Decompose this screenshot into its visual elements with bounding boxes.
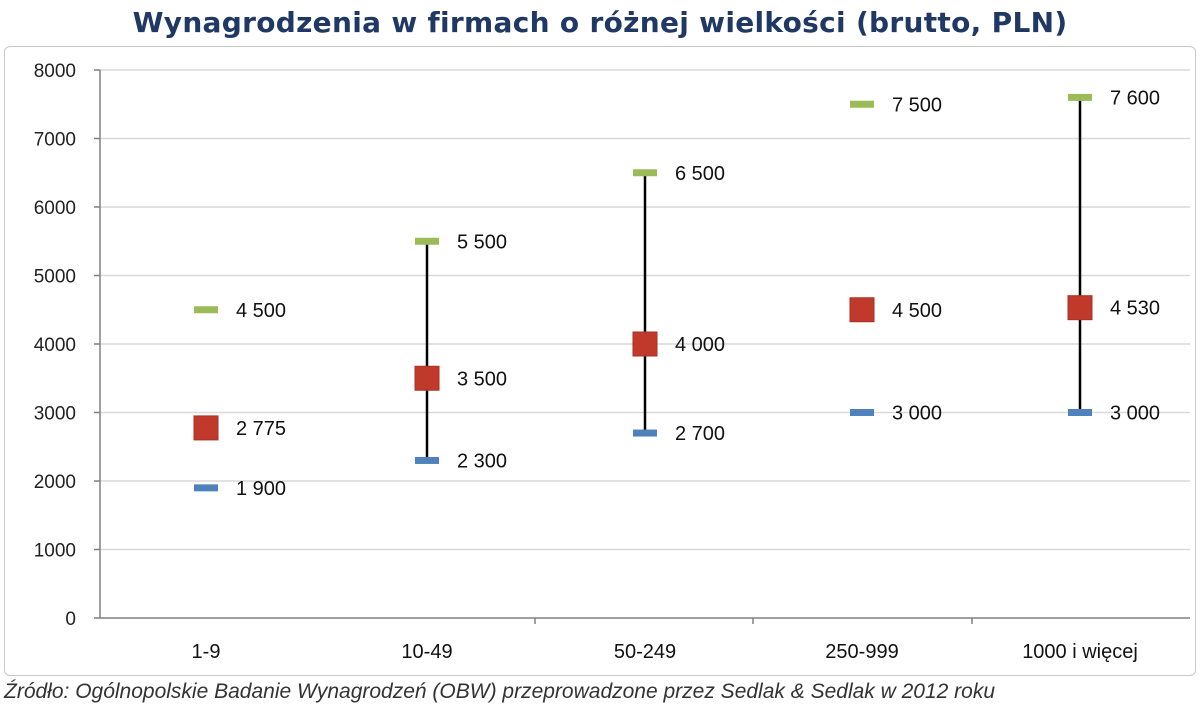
- median-marker: [414, 365, 440, 391]
- median-data-label: 4 500: [892, 300, 942, 322]
- min-marker: [194, 484, 218, 492]
- x-tick-label: 10-49: [401, 641, 452, 663]
- y-tick-label: 4000: [34, 335, 76, 356]
- max-marker: [850, 100, 874, 108]
- y-tick-label: 5000: [34, 267, 76, 288]
- y-tick-label: 7000: [34, 130, 76, 151]
- min-data-label: 2 300: [457, 450, 507, 472]
- min-marker: [633, 429, 657, 437]
- max-marker: [1068, 93, 1092, 101]
- max-marker: [194, 306, 218, 314]
- y-tick-label: 1000: [34, 541, 76, 562]
- median-data-label: 2 775: [236, 418, 286, 440]
- median-marker: [849, 297, 875, 323]
- y-tick-label: 2000: [34, 472, 76, 493]
- chart-title: Wynagrodzenia w firmach o różnej wielkoś…: [132, 6, 1068, 39]
- x-tick-label: 1000 i więcej: [1022, 641, 1138, 663]
- median-data-label: 4 530: [1110, 298, 1160, 320]
- max-marker: [415, 237, 439, 245]
- y-tick-label: 6000: [34, 198, 76, 219]
- max-data-label: 7 500: [892, 94, 942, 116]
- max-data-label: 7 600: [1110, 87, 1160, 109]
- x-tick-label: 250-999: [825, 641, 898, 663]
- y-tick-label: 3000: [34, 404, 76, 425]
- median-marker: [193, 415, 219, 441]
- min-marker: [850, 409, 874, 416]
- max-data-label: 4 500: [236, 300, 286, 322]
- min-data-label: 3 000: [892, 403, 942, 425]
- chart-frame: [4, 46, 1196, 676]
- x-tick-label: 1-9: [192, 641, 221, 663]
- x-tick-label: 50-249: [614, 641, 676, 663]
- min-marker: [415, 456, 439, 464]
- y-tick-label: 8000: [34, 61, 76, 82]
- median-marker: [632, 331, 658, 357]
- min-marker: [1068, 409, 1092, 416]
- max-data-label: 5 500: [457, 231, 507, 253]
- min-data-label: 2 700: [675, 423, 725, 445]
- min-data-label: 1 900: [236, 478, 286, 500]
- median-marker: [1067, 295, 1093, 321]
- median-data-label: 4 000: [675, 334, 725, 356]
- median-data-label: 3 500: [457, 368, 507, 390]
- y-tick-label: 0: [65, 609, 76, 630]
- max-marker: [633, 169, 657, 177]
- max-data-label: 6 500: [675, 163, 725, 185]
- min-data-label: 3 000: [1110, 403, 1160, 425]
- source-note: Źródło: Ogólnopolskie Badanie Wynagrodze…: [4, 680, 996, 703]
